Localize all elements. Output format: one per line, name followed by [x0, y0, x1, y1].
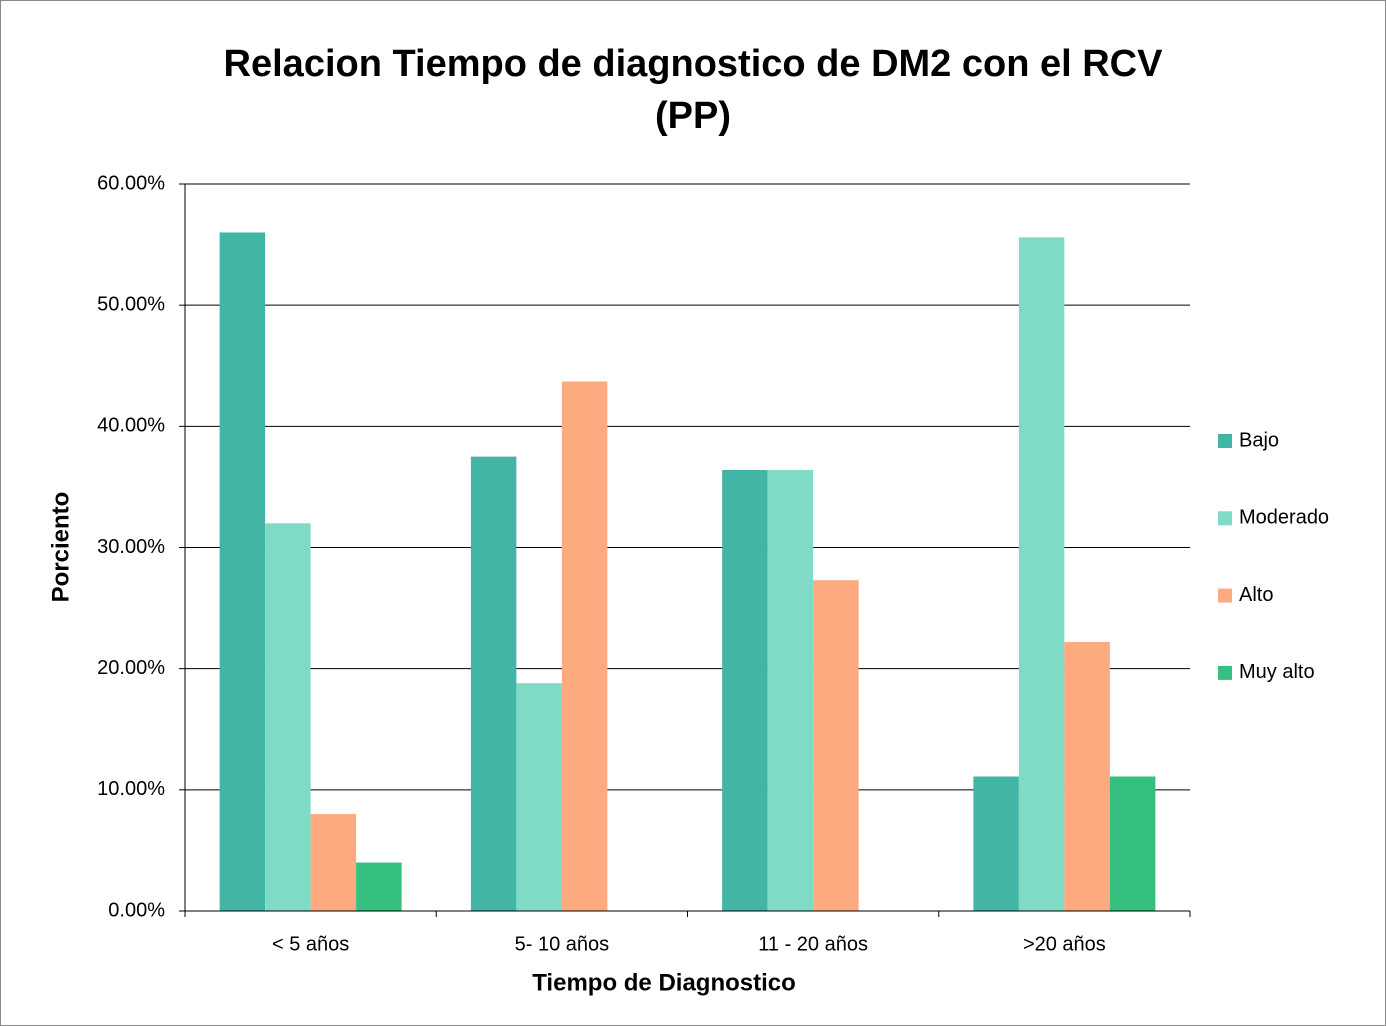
x-tick-label: < 5 años: [272, 933, 349, 955]
y-tick-label: 30.00%: [97, 536, 165, 558]
x-axis-label: Tiempo de Diagnostico: [532, 969, 796, 996]
y-tick-label: 50.00%: [97, 293, 165, 315]
bar: [722, 469, 768, 911]
bar: [356, 862, 402, 911]
bar: [470, 456, 517, 911]
bar: [219, 232, 266, 911]
legend-swatch: [1218, 511, 1232, 526]
y-tick-label: 20.00%: [97, 657, 165, 679]
y-tick-label: 10.00%: [97, 778, 165, 800]
legend-swatch: [1218, 434, 1232, 448]
legend-label: Bajo: [1239, 429, 1279, 451]
legend-swatch: [1218, 665, 1232, 680]
bar: [561, 381, 608, 911]
chart-title: Relacion Tiempo de diagnostico de DM2 co…: [223, 43, 1163, 137]
x-tick-label: 11 - 20 años: [758, 933, 868, 955]
legend-label: Muy alto: [1239, 661, 1315, 683]
y-tick-label: 40.00%: [97, 415, 165, 437]
legend-label: Alto: [1239, 584, 1273, 606]
bar: [767, 469, 814, 911]
legend-label: Moderado: [1239, 507, 1329, 529]
x-tick-label: 5- 10 años: [515, 933, 610, 955]
y-axis-label: Porciento: [47, 492, 74, 603]
bar: [813, 580, 859, 911]
bar: [1109, 776, 1156, 911]
bar: [265, 523, 311, 911]
bar: [310, 814, 357, 911]
legend-swatch: [1218, 588, 1232, 603]
bar: [1018, 237, 1065, 911]
y-tick-label: 60.00%: [97, 172, 165, 194]
bar: [516, 683, 562, 911]
x-tick-label: >20 años: [1023, 933, 1106, 955]
bar: [973, 776, 1019, 911]
y-tick-label: 0.00%: [108, 899, 165, 921]
bar: [1064, 642, 1110, 911]
